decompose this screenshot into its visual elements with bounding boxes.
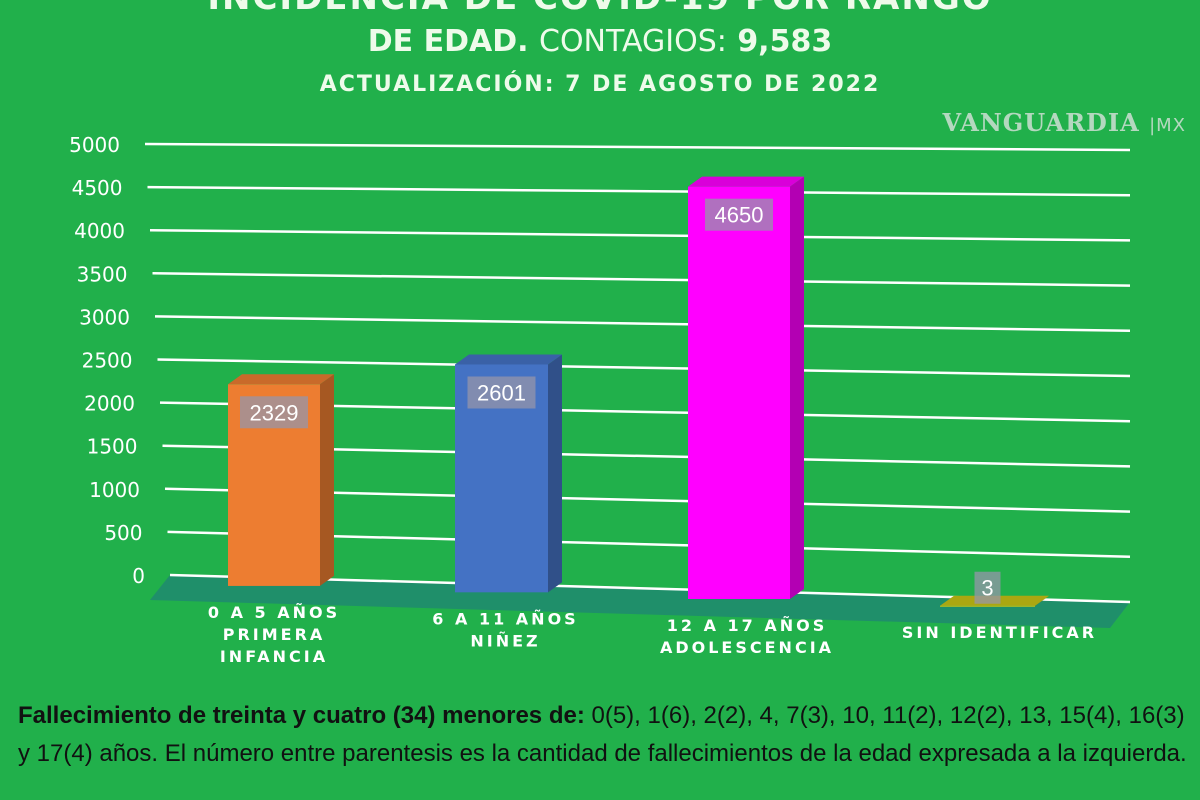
x-category-label: 0 A 5 AÑOS: [208, 603, 340, 622]
chart-title-line1: INCIDENCIA DE COVID-19 POR RANGO: [0, 0, 1200, 18]
gridline: [144, 142, 1131, 152]
total-count: 9,583: [737, 24, 833, 59]
data-label-box: [974, 571, 1001, 604]
x-category-label: INFANCIA: [220, 647, 328, 666]
x-category-label: 12 A 17 AÑOS: [667, 616, 828, 635]
gridline: [149, 228, 1131, 242]
y-tick-label: 2000: [84, 392, 135, 416]
bar-side: [320, 374, 334, 586]
y-tick-label: 3500: [77, 262, 128, 286]
y-tick-label: 1000: [89, 478, 140, 502]
bar-side: [790, 176, 804, 600]
y-tick-label: 500: [104, 521, 142, 545]
bar: [940, 605, 1035, 607]
data-label-box: [467, 376, 536, 409]
gridline: [147, 185, 1131, 197]
data-label: 3: [981, 576, 993, 601]
title-part: CONTAGIOS:: [539, 24, 727, 59]
y-tick-label: 2500: [82, 349, 133, 373]
y-tick-label: 3000: [79, 305, 130, 329]
watermark-logo: VANGUARDIA |MX: [942, 108, 1186, 137]
chart-subtitle: ACTUALIZACIÓN: 7 DE AGOSTO DE 2022: [319, 72, 881, 97]
x-category-label: SIN IDENTIFICAR: [902, 623, 1097, 642]
y-tick-label: 1500: [87, 435, 138, 459]
bar-top: [228, 374, 334, 385]
y-tick-label: 0: [132, 564, 145, 588]
y-tick-label: 5000: [69, 133, 120, 157]
y-tick-label: 4500: [72, 176, 123, 200]
bar-side: [1035, 595, 1049, 606]
gridline: [152, 272, 1131, 287]
bar: [688, 186, 790, 600]
data-label: 2329: [250, 400, 299, 425]
data-label: 2601: [477, 380, 526, 405]
x-category-label: NIÑEZ: [470, 631, 540, 650]
gridline: [154, 315, 1131, 333]
bar-top: [455, 354, 562, 365]
chart-title-line2: DE EDAD. CONTAGIOS: 9,583: [0, 24, 1200, 59]
footnote: Fallecimiento de treinta y cuatro (34) m…: [18, 697, 1198, 773]
y-tick-label: 4000: [74, 219, 125, 243]
footnote-text: 0(5), 1(6), 2(2), 4, 7(3), 10, 11(2), 12…: [18, 702, 1187, 767]
bar-top: [688, 176, 804, 187]
data-label-box: [240, 396, 308, 429]
x-category-label: 6 A 11 AÑOS: [432, 609, 578, 628]
bar-side: [548, 354, 562, 593]
footnote-bold: Fallecimiento de treinta y cuatro (34) m…: [18, 702, 585, 729]
x-category-label: ADOLESCENCIA: [660, 638, 834, 657]
gridline: [157, 358, 1131, 378]
x-category-label: PRIMERA: [223, 625, 326, 644]
data-label-box: [705, 198, 773, 231]
title-part: DE EDAD.: [367, 24, 529, 59]
data-label: 4650: [715, 203, 764, 228]
chart-floor: [150, 575, 1130, 628]
